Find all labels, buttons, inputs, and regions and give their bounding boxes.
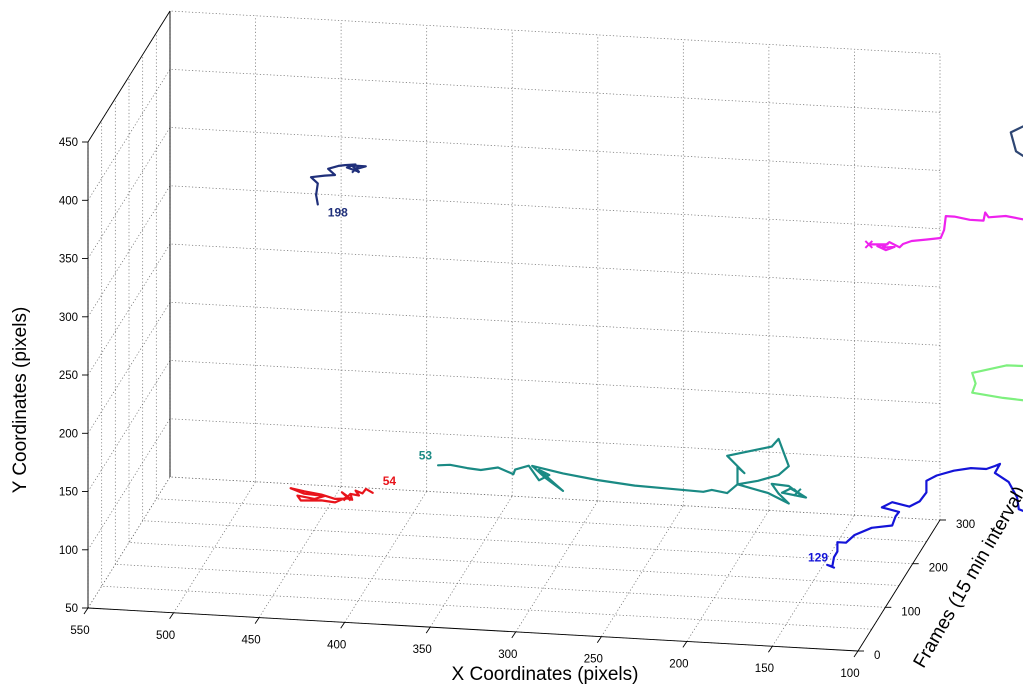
x-tick-mark [83, 607, 89, 615]
y-tick-label: 350 [59, 254, 78, 266]
x-tick-label: 450 [242, 635, 261, 647]
track-end-marker [351, 164, 360, 174]
y-tick-label: 300 [59, 312, 78, 324]
track-end-marker [342, 493, 352, 502]
y-tick-label: 100 [59, 545, 78, 557]
grid-line [601, 505, 684, 637]
track-54 [289, 487, 374, 504]
marker-stroke [342, 493, 352, 502]
track-label-53: 53 [419, 448, 433, 462]
z-tick-label: 100 [901, 606, 920, 618]
y-tick-label: 200 [59, 428, 78, 440]
y-tick-label: 50 [65, 603, 78, 615]
grid-line [515, 500, 599, 633]
axis-layer [82, 10, 946, 658]
tick-labels: 550 500 450 400 350 300 250 200 150 100 50 100 150 20… [59, 137, 975, 680]
grid-line [169, 68, 941, 113]
y-tick-label: 450 [59, 137, 78, 149]
grid-line [169, 360, 941, 404]
grid-line [87, 302, 171, 434]
grid-line [87, 69, 171, 201]
grid-line [169, 418, 941, 463]
track-labels: 19854531291331476970 [328, 205, 829, 565]
grid-line [128, 542, 900, 586]
x-tick-mark [425, 626, 431, 634]
y-tick-label: 150 [59, 487, 78, 499]
x-axis-title: X Coordinates (pixels) [452, 664, 639, 685]
x-tick-mark [853, 650, 859, 658]
x-tick-mark [340, 622, 346, 629]
track-70 [971, 364, 1023, 402]
grid-line [258, 486, 342, 618]
x-axis-line [87, 607, 859, 652]
z-axis-title: Frames (15 min interval) [910, 483, 1023, 672]
grid-line [169, 127, 941, 171]
top-edge-line [87, 10, 171, 143]
x-tick-label: 550 [70, 625, 89, 637]
x-tick-label: 250 [584, 654, 603, 666]
grid-line [169, 10, 941, 55]
x-tick-label: 300 [498, 649, 517, 661]
x-tick-label: 200 [669, 658, 688, 670]
track-label-198: 198 [328, 205, 348, 219]
marker-stroke [864, 240, 874, 249]
y-tick-label: 400 [59, 195, 78, 207]
x-tick-label: 150 [755, 663, 774, 675]
grid-line [169, 185, 941, 230]
grid-line [686, 510, 770, 642]
z-axis-line [857, 519, 941, 652]
grid-line [115, 563, 886, 608]
grid-line [173, 481, 256, 613]
grid-line [101, 585, 872, 630]
track-end-marker [864, 240, 874, 249]
x-tick-label: 400 [327, 639, 346, 651]
y-tick-label: 250 [59, 370, 78, 382]
grid-line [169, 301, 941, 346]
z-tick-label: 0 [874, 650, 880, 662]
track-layer [289, 125, 1023, 569]
grid-line [156, 498, 927, 543]
x-tick-label: 100 [840, 668, 859, 680]
x-tick-mark [254, 617, 260, 624]
track-end-marker [793, 488, 802, 497]
grid-line [169, 243, 941, 288]
x-tick-mark [596, 636, 602, 643]
x-tick-mark [511, 631, 517, 639]
y-axis-title: Y Coordinates (pixels) [10, 307, 31, 494]
track-label-129: 129 [808, 551, 828, 565]
x-tick-mark [768, 645, 773, 653]
track-53 [437, 437, 808, 505]
x-tick-mark [169, 612, 174, 620]
track-label-54: 54 [383, 474, 397, 488]
x-tick-mark [682, 641, 688, 648]
z-tick-label: 300 [956, 519, 975, 531]
x-tick-label: 500 [156, 630, 175, 642]
marker-stroke [793, 488, 802, 497]
track-129 [826, 462, 1023, 569]
marker-stroke [351, 164, 360, 174]
grid-line [142, 520, 913, 565]
x-tick-label: 350 [413, 644, 432, 656]
grid-line [169, 476, 941, 521]
track-69 [1009, 125, 1023, 158]
track-133 [867, 211, 1023, 252]
z-tick-label: 200 [929, 563, 948, 575]
